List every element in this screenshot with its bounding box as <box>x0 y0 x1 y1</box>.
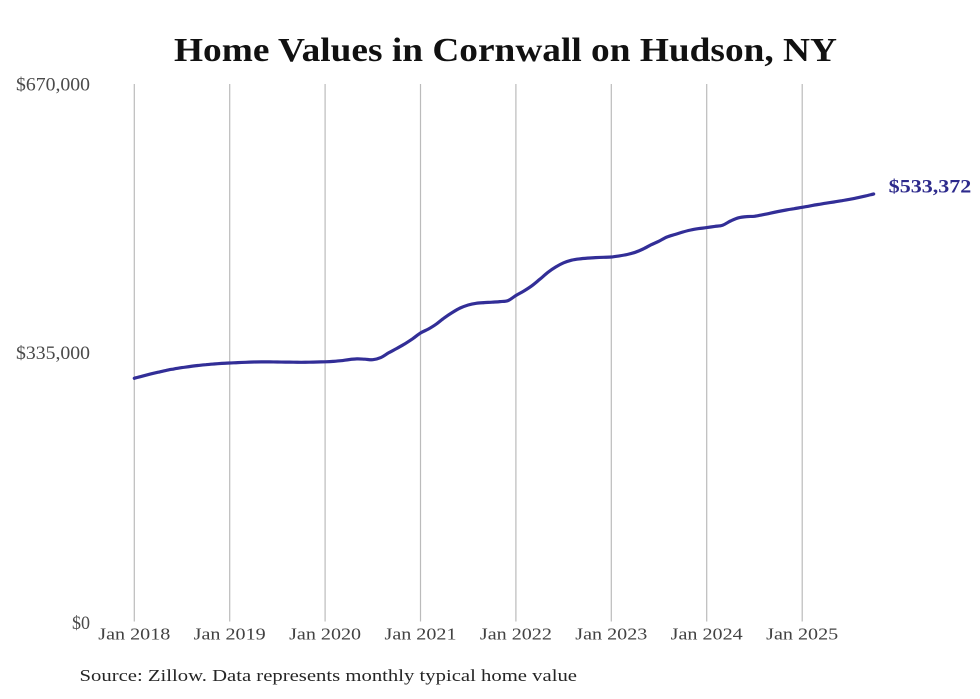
svg-text:Jan 2020: Jan 2020 <box>289 625 361 644</box>
svg-text:Home Values in Cornwall on Hud: Home Values in Cornwall on Hudson, NY <box>174 32 837 69</box>
svg-text:Jan 2023: Jan 2023 <box>575 625 647 644</box>
svg-text:$0: $0 <box>72 613 90 634</box>
svg-text:Jan 2018: Jan 2018 <box>98 625 170 644</box>
svg-text:Jan 2025: Jan 2025 <box>766 625 838 644</box>
svg-text:$533,372: $533,372 <box>889 177 972 198</box>
svg-text:Source: Zillow. Data represent: Source: Zillow. Data represents monthly … <box>80 666 578 685</box>
svg-text:$335,000: $335,000 <box>16 343 90 364</box>
svg-text:Jan 2022: Jan 2022 <box>480 625 552 644</box>
svg-text:Jan 2019: Jan 2019 <box>194 625 266 644</box>
svg-text:$670,000: $670,000 <box>16 75 90 96</box>
svg-text:Jan 2024: Jan 2024 <box>671 625 743 644</box>
svg-text:Jan 2021: Jan 2021 <box>385 625 457 644</box>
